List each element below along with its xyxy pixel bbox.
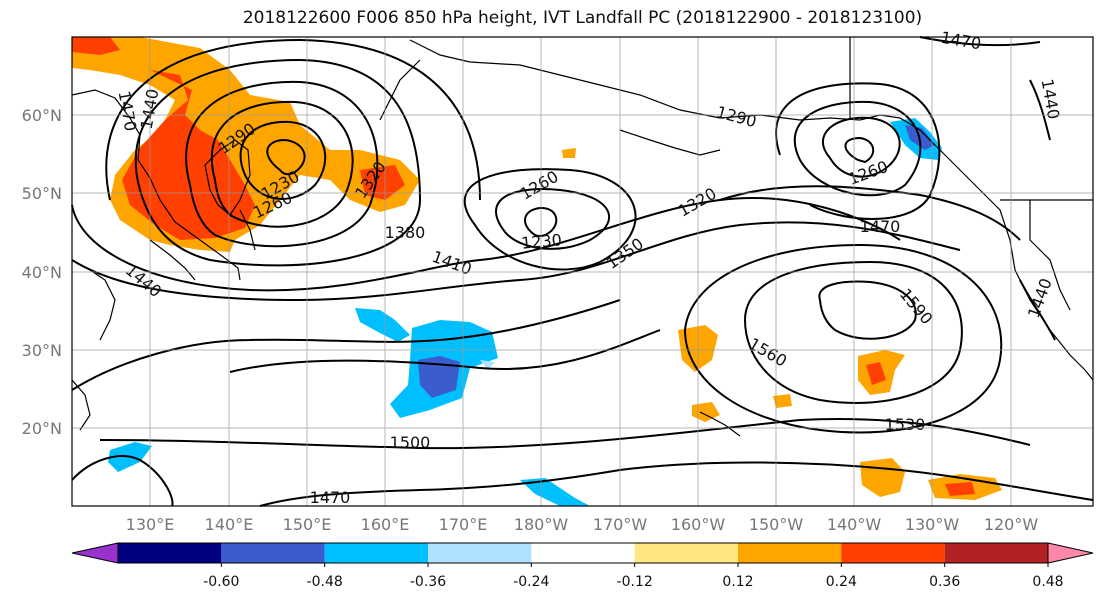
lon-tick-label: 180°W (514, 515, 569, 534)
lon-tick-label: 160°E (361, 515, 410, 534)
colorbar-min-extend (71, 542, 119, 564)
ivt-positive-region (773, 394, 792, 408)
colorbar-bin (118, 543, 222, 563)
contour-label: 1470 (860, 217, 901, 236)
colorbar-bin (738, 543, 842, 563)
colorbar-tick-label: -0.12 (617, 574, 653, 590)
contour-label: 1380 (385, 223, 426, 242)
colorbar-bin (634, 543, 738, 563)
lat-tick-label: 60°N (22, 106, 62, 125)
contour-label: 1230 (520, 230, 562, 252)
contour-label: 1410 (430, 247, 475, 279)
colorbar-tick-label: 0.36 (929, 574, 960, 590)
lon-tick-label: 170°W (593, 515, 648, 534)
colorbar (71, 542, 1094, 564)
ivt-negative-region (520, 478, 590, 506)
contour-label: 1560 (745, 334, 790, 371)
ivt-positive-region (860, 458, 905, 497)
lon-tick-label: 150°W (749, 515, 804, 534)
ivt-positive-region (562, 148, 576, 158)
lat-tick-label: 50°N (22, 184, 62, 203)
colorbar-tick-label: -0.60 (203, 574, 239, 590)
contour-label: 1290 (714, 102, 758, 131)
colorbar-bin (944, 543, 1048, 563)
lat-tick-label: 30°N (22, 341, 62, 360)
contour-label: 1500 (390, 433, 431, 452)
contour-label: 1590 (896, 285, 937, 328)
ivt-positive-region (72, 37, 120, 55)
colorbar-tick-label: 0.24 (826, 574, 857, 590)
lon-tick-label: 120°W (984, 515, 1039, 534)
ivt-negative-region (355, 308, 410, 342)
colorbar-tick-label: -0.48 (307, 574, 343, 590)
ivt-negative-region (418, 356, 460, 398)
colorbar-tick-label: -0.36 (410, 574, 446, 590)
colorbar-tick-label: 0.48 (1032, 574, 1063, 590)
ivt-positive-region (945, 482, 975, 496)
lon-tick-label: 160°W (671, 515, 726, 534)
colorbar-bin (841, 543, 945, 563)
colorbar-max-extend (1047, 542, 1094, 564)
colorbar-tick-label: -0.24 (513, 574, 549, 590)
lon-tick-label: 170°E (439, 515, 488, 534)
contour-label: 1470 (939, 28, 982, 54)
lat-tick-label: 40°N (22, 263, 62, 282)
lon-tick-label: 130°E (126, 515, 175, 534)
contour-label: 1470 (310, 488, 351, 507)
ivt-positive-region (360, 165, 405, 200)
contour-label: 1440 (122, 260, 165, 301)
map-frame (71, 36, 1094, 507)
contour-label: 1260 (517, 167, 562, 204)
ivt-positive-region (122, 70, 255, 240)
colorbar-bin (531, 543, 635, 563)
lat-tick-label: 20°N (22, 419, 62, 438)
contour-label: 1350 (603, 234, 647, 273)
map-title: 2018122600 F006 850 hPa height, IVT Land… (242, 8, 923, 28)
lon-tick-label: 150°E (283, 515, 332, 534)
lon-tick-label: 130°W (905, 515, 960, 534)
colorbar-bin (324, 543, 428, 563)
ivt-positive-region (866, 362, 886, 385)
contour-label: 1530 (885, 415, 926, 434)
colorbar-bin (221, 543, 325, 563)
contour-label: 1260 (846, 157, 891, 189)
lon-tick-label: 140°E (205, 515, 254, 534)
ivt-positive-region (692, 402, 720, 422)
colorbar-tick-label: 0.12 (722, 574, 753, 590)
colorbar-bin (428, 543, 532, 563)
colorbar-outline (117, 542, 1049, 564)
ivt-negative-region (480, 360, 495, 370)
contour-label: 1320 (675, 184, 720, 221)
contour-label: 1440 (1038, 77, 1064, 120)
lon-tick-label: 140°W (827, 515, 882, 534)
contour-label: 1440 (1024, 276, 1056, 321)
